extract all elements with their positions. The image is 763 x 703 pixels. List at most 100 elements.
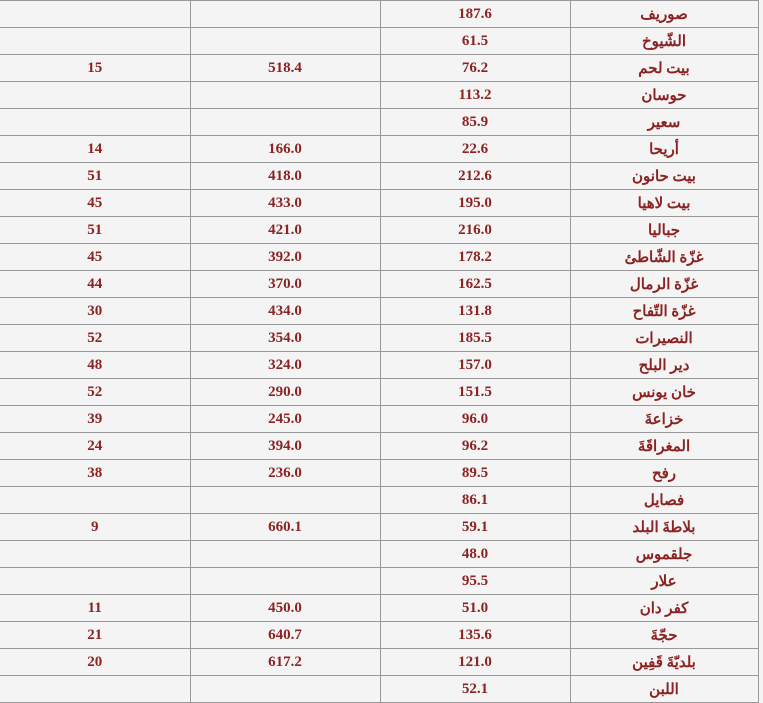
table-row: بيت حانون 212.6 418.0 51 (0, 162, 759, 190)
value-cell-c (0, 108, 191, 136)
value-cell-b (189, 486, 381, 514)
value-cell-c: 15 (0, 54, 191, 82)
table-row: بيت لحم 76.2 518.4 15 (0, 54, 759, 82)
value-cell-a: 96.2 (379, 432, 571, 460)
value-cell-c: 52 (0, 324, 191, 352)
table-row: خان يونس 151.5 290.0 52 (0, 378, 759, 406)
value-cell-c: 38 (0, 459, 191, 487)
table-row: النصيرات 185.5 354.0 52 (0, 324, 759, 352)
value-cell-b: 394.0 (189, 432, 381, 460)
value-cell-c (0, 567, 191, 595)
table-row: جباليا 216.0 421.0 51 (0, 216, 759, 244)
value-cell-b (189, 27, 381, 55)
value-cell-a: 162.5 (379, 270, 571, 298)
place-name-cell: حجّةَ (569, 621, 759, 649)
value-cell-c: 21 (0, 621, 191, 649)
place-name-cell: المغراقَةَ (569, 432, 759, 460)
value-cell-c: 39 (0, 405, 191, 433)
table-row: دير البلح 157.0 324.0 48 (0, 351, 759, 379)
table-row: حوسان 113.2 (0, 81, 759, 109)
value-cell-a: 76.2 (379, 54, 571, 82)
value-cell-b: 450.0 (189, 594, 381, 622)
value-cell-b: 392.0 (189, 243, 381, 271)
value-cell-b: 617.2 (189, 648, 381, 676)
table-row: جلقموس 48.0 (0, 540, 759, 568)
value-cell-b: 236.0 (189, 459, 381, 487)
place-name-cell: خان يونس (569, 378, 759, 406)
place-name-cell: النصيرات (569, 324, 759, 352)
value-cell-c (0, 486, 191, 514)
value-cell-c: 24 (0, 432, 191, 460)
place-name-cell: غزّة التّفاح (569, 297, 759, 325)
table-row: خزاعةَ 96.0 245.0 39 (0, 405, 759, 433)
value-cell-b (189, 81, 381, 109)
table-row: بلديّةَ قَفِين 121.0 617.2 20 (0, 648, 759, 676)
value-cell-c: 48 (0, 351, 191, 379)
table-row: الشّيوخ 61.5 (0, 27, 759, 55)
value-cell-c: 14 (0, 135, 191, 163)
place-name-cell: بيت لحم (569, 54, 759, 82)
value-cell-b: 660.1 (189, 513, 381, 541)
value-cell-a: 52.1 (379, 675, 571, 703)
value-cell-c (0, 675, 191, 703)
table-row: غزّة الشّاطئ 178.2 392.0 45 (0, 243, 759, 271)
place-name-cell: سعير (569, 108, 759, 136)
place-name-cell: بيت حانون (569, 162, 759, 190)
value-cell-c: 52 (0, 378, 191, 406)
table-row: رفح 89.5 236.0 38 (0, 459, 759, 487)
place-name-cell: دير البلح (569, 351, 759, 379)
value-cell-b: 324.0 (189, 351, 381, 379)
value-cell-a: 48.0 (379, 540, 571, 568)
place-name-cell: جلقموس (569, 540, 759, 568)
place-name-cell: فصايل (569, 486, 759, 514)
value-cell-a: 151.5 (379, 378, 571, 406)
value-cell-b (189, 567, 381, 595)
place-name-cell: كفر دان (569, 594, 759, 622)
place-name-cell: علار (569, 567, 759, 595)
value-cell-b: 518.4 (189, 54, 381, 82)
place-name-cell: الشّيوخ (569, 27, 759, 55)
value-cell-c (0, 81, 191, 109)
value-cell-c: 45 (0, 189, 191, 217)
table-row: كفر دان 51.0 450.0 11 (0, 594, 759, 622)
value-cell-a: 85.9 (379, 108, 571, 136)
value-cell-a: 89.5 (379, 459, 571, 487)
table-row: حجّةَ 135.6 640.7 21 (0, 621, 759, 649)
place-name-cell: رفح (569, 459, 759, 487)
place-name-cell: حوسان (569, 81, 759, 109)
value-cell-b: 418.0 (189, 162, 381, 190)
place-name-cell: غزّة الشّاطئ (569, 243, 759, 271)
place-name-cell: بلديّةَ قَفِين (569, 648, 759, 676)
value-cell-c (0, 27, 191, 55)
value-cell-b: 434.0 (189, 297, 381, 325)
table-row: غزّة الرمال 162.5 370.0 44 (0, 270, 759, 298)
value-cell-b: 354.0 (189, 324, 381, 352)
value-cell-c: 45 (0, 243, 191, 271)
value-cell-c (0, 0, 191, 28)
value-cell-c: 11 (0, 594, 191, 622)
place-name-cell: أريحا (569, 135, 759, 163)
value-cell-b: 166.0 (189, 135, 381, 163)
value-cell-c: 9 (0, 513, 191, 541)
value-cell-a: 131.8 (379, 297, 571, 325)
table-row: بيت لاهيا 195.0 433.0 45 (0, 189, 759, 217)
value-cell-a: 135.6 (379, 621, 571, 649)
table-row: اللبن 52.1 (0, 675, 759, 703)
value-cell-a: 96.0 (379, 405, 571, 433)
value-cell-a: 178.2 (379, 243, 571, 271)
value-cell-a: 187.6 (379, 0, 571, 28)
value-cell-a: 195.0 (379, 189, 571, 217)
value-cell-b (189, 540, 381, 568)
table-row: فصايل 86.1 (0, 486, 759, 514)
value-cell-a: 22.6 (379, 135, 571, 163)
value-cell-b (189, 0, 381, 28)
place-name-cell: غزّة الرمال (569, 270, 759, 298)
table-row: غزّة التّفاح 131.8 434.0 30 (0, 297, 759, 325)
value-cell-b: 421.0 (189, 216, 381, 244)
place-name-cell: جباليا (569, 216, 759, 244)
place-name-cell: بلاطةَ البلد (569, 513, 759, 541)
value-cell-a: 185.5 (379, 324, 571, 352)
value-cell-a: 212.6 (379, 162, 571, 190)
value-cell-c: 30 (0, 297, 191, 325)
